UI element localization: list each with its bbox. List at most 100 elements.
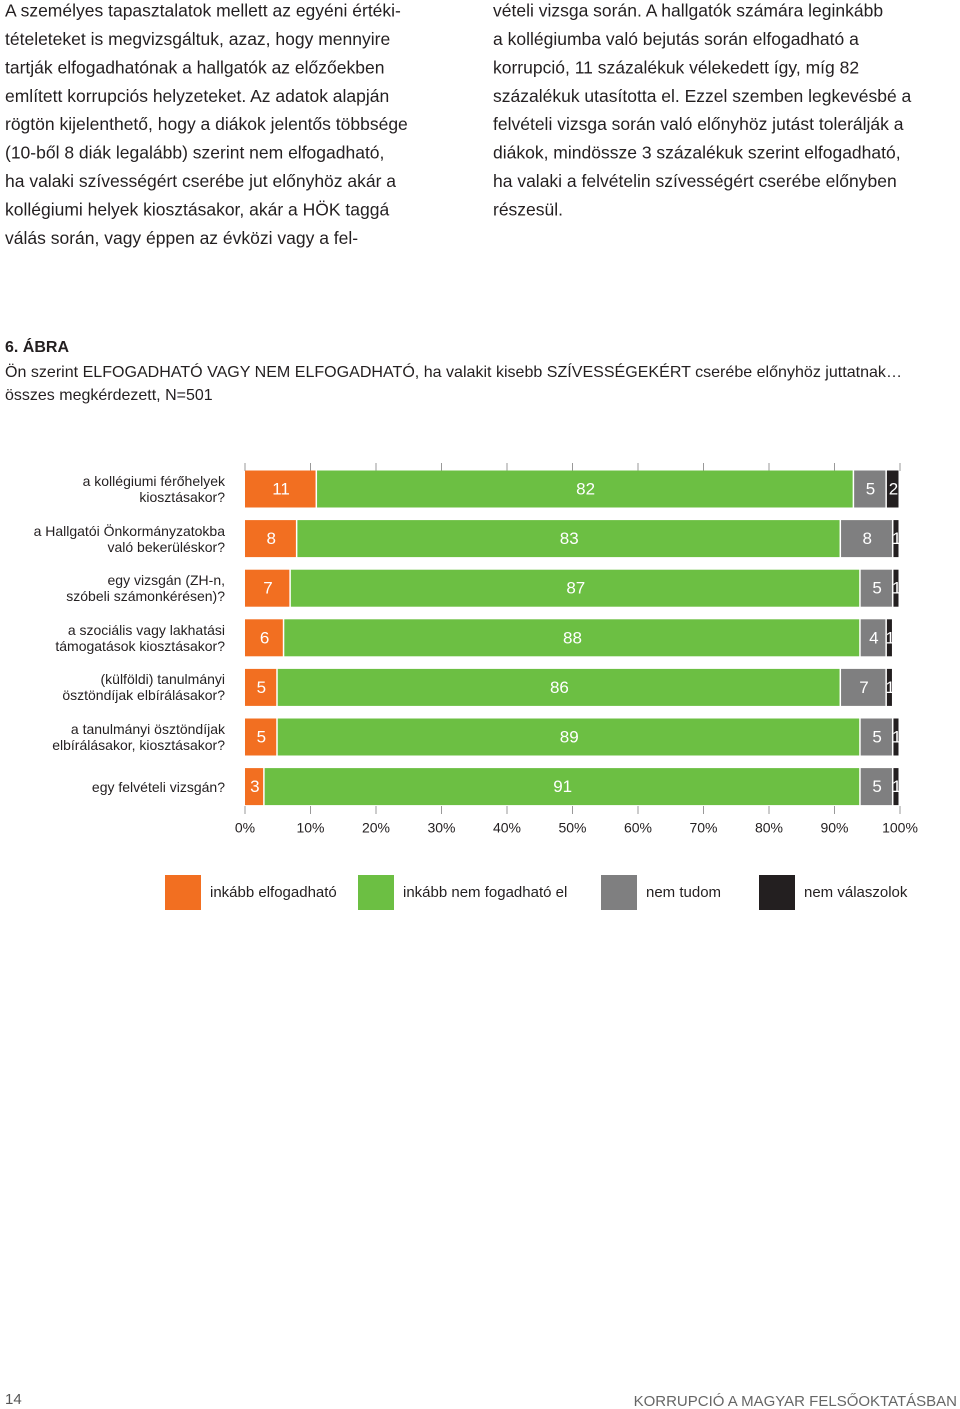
- paragraph-line: vételi vizsga során. A hallgatók számára…: [493, 1, 883, 21]
- paragraph-line: A személyes tapasztalatok mellett az egy…: [5, 1, 401, 21]
- x-tick-label: 10%: [296, 820, 324, 836]
- paragraph-line: ha valaki a felvételin szívességért cser…: [493, 171, 897, 191]
- data-label: 5: [866, 479, 875, 498]
- data-label: 88: [563, 628, 582, 647]
- data-label: 1: [885, 678, 894, 697]
- bar-segment: [245, 569, 290, 607]
- x-tick-label: 40%: [493, 820, 521, 836]
- bar-segment: [277, 668, 840, 706]
- data-label: 6: [260, 628, 269, 647]
- bar-segment: [893, 569, 899, 607]
- data-label: 5: [872, 777, 881, 796]
- x-tick-label: 70%: [689, 820, 717, 836]
- paragraph-line: ha valaki szívességért cserébe jut előny…: [5, 171, 396, 191]
- data-label: 8: [863, 529, 872, 548]
- data-label: 7: [263, 579, 272, 598]
- data-label: 1: [892, 777, 901, 796]
- bar-segment: [886, 668, 892, 706]
- chart-title: Ön szerint ELFOGADHATÓ VAGY NEM ELFOGADH…: [5, 362, 902, 381]
- legend-swatch: [358, 875, 394, 910]
- paragraph-line: részesül.: [493, 199, 563, 219]
- bar-segment: [886, 619, 892, 657]
- data-label: 83: [560, 529, 579, 548]
- data-label: 1: [892, 529, 901, 548]
- figure-label: 6. ÁBRA: [5, 337, 69, 356]
- paragraph-line: rögtön kijelenthető, hogy a diákok jelen…: [5, 114, 408, 134]
- x-tick-label: 20%: [362, 820, 390, 836]
- legend-swatch: [759, 875, 795, 910]
- page-number: 14: [5, 1391, 22, 1408]
- category-label: a Hallgatói Önkormányzatokba való bekerü…: [33, 522, 225, 555]
- running-title: KORRUPCIÓ A MAGYAR FELSŐOKTATÁSBAN: [634, 1393, 957, 1409]
- paragraph-line: korrupció, 11 százalékuk vélekedett így,…: [493, 57, 859, 77]
- data-label: 87: [566, 579, 585, 598]
- bar-segment: [886, 470, 899, 508]
- category-label: (külföldi) tanulmányi ösztöndíjak elbírá…: [62, 671, 225, 704]
- bar-segment: [893, 718, 899, 756]
- category-label: egy felvételi vizsgán?: [91, 778, 225, 795]
- bar-segment: [245, 520, 296, 558]
- bar-segment: [290, 569, 860, 607]
- data-label: 89: [560, 727, 579, 746]
- x-tick-label: 100%: [882, 820, 918, 836]
- legend-swatch: [165, 875, 201, 910]
- bar-segment: [297, 520, 840, 558]
- bar-segment: [854, 470, 886, 508]
- paragraph-line: a kollégiumba való bejutás során elfogad…: [493, 29, 859, 49]
- category-label: a kollégiumi férőhelyek kiosztásakor?: [82, 473, 225, 505]
- data-label: 8: [266, 529, 275, 548]
- bar-segment: [893, 768, 899, 806]
- bar-segment: [264, 768, 860, 806]
- data-label: 86: [550, 678, 569, 697]
- bar-segment: [860, 569, 892, 607]
- data-label: 1: [892, 727, 901, 746]
- bar-segment: [245, 470, 316, 508]
- bar-segment: [841, 520, 892, 558]
- legend-label: inkább elfogadható: [210, 884, 337, 901]
- category-label: a tanulmányi ösztöndíjak elbírálásakor, …: [52, 721, 225, 753]
- data-label: 5: [872, 579, 881, 598]
- bar-segment: [245, 668, 277, 706]
- paragraph-line: kollégiumi helyek kiosztásakor, akár a H…: [5, 199, 389, 219]
- bar-segment: [284, 619, 860, 657]
- paragraph-line: említett korrupciós helyzeteket. Az adat…: [5, 86, 389, 106]
- x-tick-label: 50%: [558, 820, 586, 836]
- category-label: egy vizsgán (ZH-n, szóbeli számonkérésen…: [66, 572, 225, 605]
- bar-segment: [277, 718, 860, 756]
- data-label: 5: [872, 727, 881, 746]
- paragraph-line: tartják elfogadhatónak a hallgatók az el…: [5, 57, 384, 77]
- data-label: 5: [257, 727, 266, 746]
- x-tick-label: 0%: [235, 820, 255, 836]
- x-tick-label: 80%: [755, 820, 783, 836]
- bar-segment: [860, 718, 892, 756]
- legend-label: nem válaszolok: [804, 884, 908, 901]
- data-label: 2: [889, 479, 898, 498]
- chart-subtitle: összes megkérdezett, N=501: [5, 387, 213, 404]
- data-label: 1: [885, 628, 894, 647]
- legend-swatch: [601, 875, 637, 910]
- x-tick-label: 90%: [820, 820, 848, 836]
- bar-segment: [317, 470, 853, 508]
- bar-segment: [860, 619, 886, 657]
- bar-segment: [893, 520, 899, 558]
- paragraph-line: (10-ből 8 diák legalább) szerint nem elf…: [5, 143, 384, 163]
- x-tick-label: 60%: [624, 820, 652, 836]
- bar-segment: [245, 718, 277, 756]
- paragraph-line: tételeteket is megvizsgáltuk, azaz, hogy…: [5, 29, 390, 49]
- legend-label: inkább nem fogadható el: [403, 884, 567, 901]
- legend-label: nem tudom: [646, 884, 721, 901]
- data-label: 4: [869, 628, 878, 647]
- paragraph-line: százalékuk utasította el. Ezzel szemben …: [493, 86, 912, 106]
- data-label: 1: [892, 579, 901, 598]
- bar-segment: [860, 768, 892, 806]
- paragraph-line: válás során, vagy éppen az évközi vagy a…: [5, 228, 358, 248]
- data-label: 7: [859, 678, 868, 697]
- data-label: 11: [272, 479, 290, 498]
- data-label: 3: [250, 777, 259, 796]
- paragraph-line: felvételi vizsga során való előnyhöz jut…: [493, 114, 904, 134]
- bar-segment: [841, 668, 886, 706]
- data-label: 82: [576, 479, 595, 498]
- bar-segment: [245, 768, 264, 806]
